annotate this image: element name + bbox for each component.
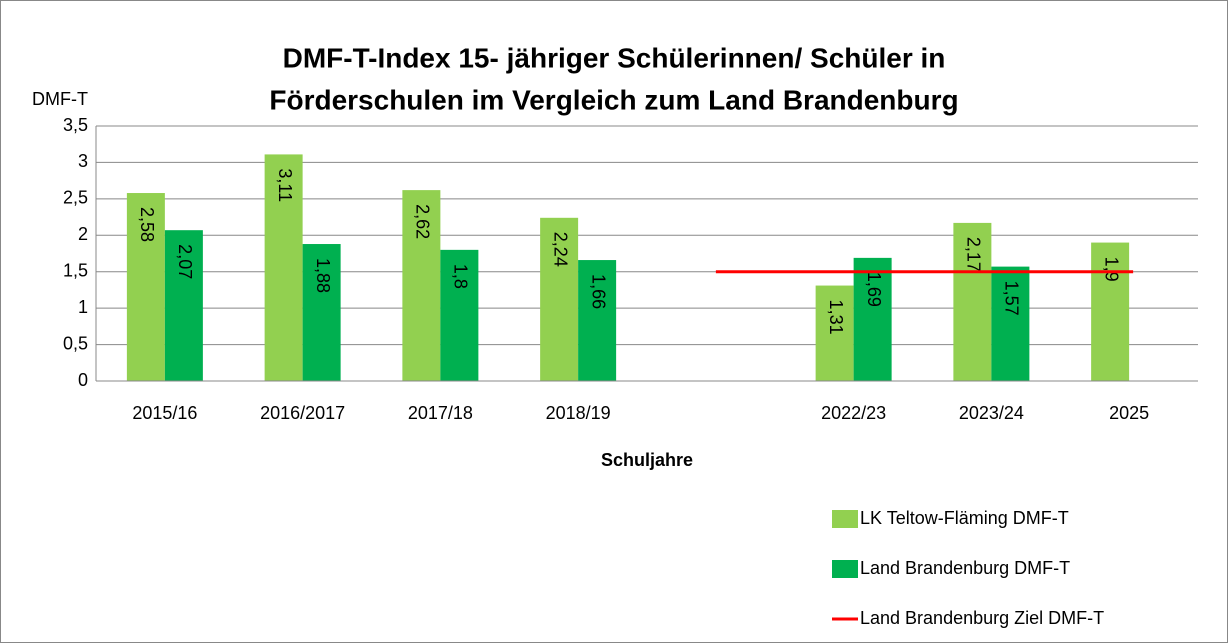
- bar: [264, 154, 303, 381]
- data-label: 2,07: [175, 244, 195, 279]
- bar: [815, 285, 854, 381]
- legend-label: Land Brandenburg Ziel DMF-T: [860, 608, 1104, 628]
- legend-label: Land Brandenburg DMF-T: [860, 558, 1070, 578]
- bar: [1091, 242, 1130, 381]
- y-tick-label: 2,5: [63, 188, 88, 208]
- data-label: 2,58: [137, 207, 157, 242]
- data-label: 1,31: [826, 300, 846, 335]
- data-label: 1,69: [864, 272, 884, 307]
- x-axis-title: Schuljahre: [601, 450, 693, 470]
- y-tick-label: 0,5: [63, 333, 88, 353]
- data-label: 2,62: [413, 204, 433, 239]
- chart-title: DMF-T-Index 15- jähriger Schülerinnen/ S…: [283, 42, 946, 73]
- x-tick-label: 2016/2017: [260, 403, 345, 423]
- y-tick-label: 3,5: [63, 115, 88, 135]
- bar: [853, 257, 892, 381]
- data-label: 1,88: [313, 258, 333, 293]
- data-label: 1,8: [451, 264, 471, 289]
- bar: [164, 230, 203, 381]
- data-label: 2,24: [550, 232, 570, 267]
- y-tick-label: 0: [78, 370, 88, 390]
- y-tick-label: 1,5: [63, 260, 88, 280]
- legend-swatch: [832, 560, 858, 578]
- y-tick-label: 2: [78, 224, 88, 244]
- bar: [953, 222, 992, 381]
- data-label: 1,66: [588, 274, 608, 309]
- x-tick-label: 2022/23: [821, 403, 886, 423]
- x-tick-label: 2025: [1109, 403, 1149, 423]
- x-tick-label: 2018/19: [546, 403, 611, 423]
- data-label: 3,11: [275, 168, 295, 202]
- y-tick-label: 1: [78, 297, 88, 317]
- legend-label: LK Teltow-Fläming DMF-T: [860, 508, 1069, 528]
- x-tick-label: 2017/18: [408, 403, 473, 423]
- y-tick-label: 3: [78, 151, 88, 171]
- chart-title: Förderschulen im Vergleich zum Land Bran…: [269, 84, 958, 115]
- bar: [302, 244, 341, 381]
- data-label: 1,57: [1002, 281, 1022, 316]
- y-axis-title: DMF-T: [32, 89, 88, 109]
- data-label: 2,17: [964, 237, 984, 272]
- x-tick-label: 2015/16: [132, 403, 197, 423]
- bar: [578, 260, 617, 381]
- legend-swatch: [832, 510, 858, 528]
- bar: [540, 217, 579, 381]
- bar: [440, 249, 479, 381]
- bar: [402, 190, 441, 381]
- data-label: 1,9: [1101, 257, 1121, 282]
- bar: [126, 193, 165, 381]
- x-tick-label: 2023/24: [959, 403, 1024, 423]
- bar: [991, 266, 1030, 381]
